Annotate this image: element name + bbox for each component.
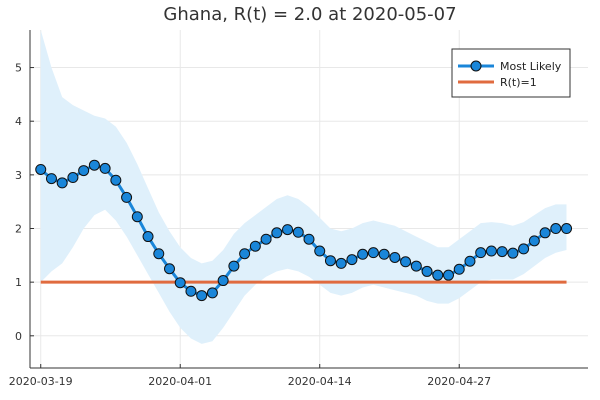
data-point	[67, 172, 79, 184]
data-point	[421, 265, 433, 277]
data-point	[164, 263, 175, 275]
legend-label-most-likely: Most Likely	[500, 60, 562, 73]
axis-layer: 0 1 2 3 4 5 2020-03-19 2020-04-01 2020-04-14 2020…	[9, 30, 588, 388]
y-tick-label: 1	[15, 276, 22, 289]
data-point	[99, 162, 111, 174]
data-point	[174, 277, 186, 289]
y-tick-label: 0	[15, 330, 22, 343]
data-point	[282, 224, 294, 236]
data-point	[410, 260, 422, 272]
x-tick-label: 2020-04-14	[288, 375, 352, 388]
legend-marker-most-likely	[470, 60, 482, 72]
data-point	[271, 227, 283, 239]
data-point	[292, 226, 304, 238]
data-point	[432, 269, 444, 281]
data-point	[110, 174, 122, 186]
data-point	[453, 263, 465, 275]
x-tick-label: 2020-04-27	[427, 375, 491, 388]
data-point	[528, 235, 540, 247]
data-point	[324, 255, 336, 267]
data-point	[303, 233, 315, 245]
data-point	[131, 211, 143, 223]
data-point	[507, 247, 519, 259]
data-point	[378, 248, 390, 260]
chart-title: Ghana, R(t) = 2.0 at 2020-05-07	[163, 4, 456, 25]
data-point	[56, 177, 68, 189]
data-point	[475, 247, 487, 259]
data-point	[443, 269, 454, 281]
data-point	[142, 231, 154, 243]
data-point	[496, 246, 508, 258]
data-point	[121, 191, 133, 203]
data-point	[464, 255, 476, 267]
data-point	[185, 285, 197, 297]
data-point	[239, 248, 251, 260]
data-point	[400, 256, 412, 268]
data-point	[561, 223, 573, 235]
data-point	[550, 223, 562, 235]
data-point	[485, 245, 497, 257]
x-tick-label: 2020-04-01	[148, 375, 212, 388]
x-tick-label: 2020-03-19	[9, 375, 73, 388]
legend-label-reference: R(t)=1	[500, 76, 537, 89]
legend-box	[451, 48, 571, 98]
data-point	[367, 247, 379, 259]
y-tick-label: 5	[15, 62, 22, 75]
data-point	[314, 245, 326, 257]
data-point	[88, 159, 100, 171]
data-point	[45, 173, 57, 185]
data-point	[78, 165, 90, 177]
data-point	[196, 290, 208, 302]
data-point	[346, 254, 358, 266]
data-point	[228, 260, 240, 272]
legend: Most Likely R(t)=1	[451, 48, 571, 98]
data-point	[335, 257, 347, 269]
y-tick-label: 3	[15, 169, 22, 182]
data-point	[389, 251, 401, 263]
data-point	[206, 287, 218, 299]
data-point	[357, 248, 369, 260]
data-point	[518, 243, 530, 255]
y-tick-label: 2	[15, 223, 22, 236]
series-layer	[35, 159, 573, 302]
y-tick-label: 4	[15, 115, 22, 128]
data-point	[153, 248, 165, 260]
data-point	[217, 275, 229, 287]
data-point	[260, 233, 272, 245]
data-point	[249, 240, 261, 252]
data-point	[35, 163, 47, 175]
data-point	[539, 227, 551, 239]
